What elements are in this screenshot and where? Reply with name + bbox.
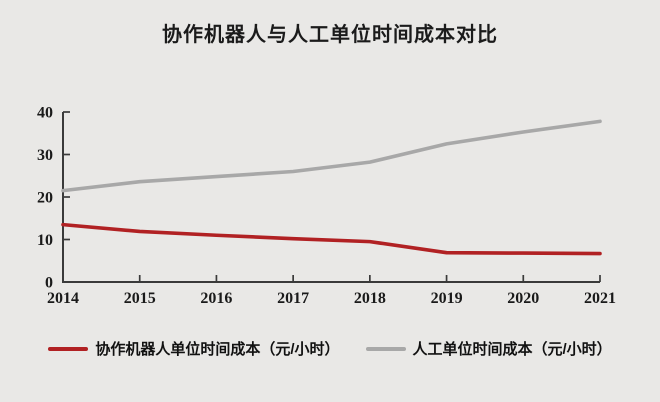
svg-text:40: 40 xyxy=(37,105,53,122)
svg-text:20: 20 xyxy=(37,190,53,207)
legend-label-labor: 人工单位时间成本（元/小时） xyxy=(412,341,612,358)
svg-text:2018: 2018 xyxy=(354,290,386,307)
legend-swatch-labor-line xyxy=(365,346,406,351)
chart-legend: 协作机器人单位时间成本（元/小时） 人工单位时间成本（元/小时） xyxy=(0,338,660,359)
legend-item-labor: 人工单位时间成本（元/小时） xyxy=(365,338,612,359)
svg-text:10: 10 xyxy=(37,232,53,249)
svg-text:2020: 2020 xyxy=(507,290,539,307)
chart-title: 协作机器人与人工单位时间成本对比 xyxy=(162,24,498,46)
svg-text:2017: 2017 xyxy=(277,290,309,307)
legend-swatch-robot-line xyxy=(48,346,89,351)
svg-text:30: 30 xyxy=(37,147,53,164)
legend-label-robot: 协作机器人单位时间成本（元/小时） xyxy=(95,341,340,358)
svg-text:2016: 2016 xyxy=(200,290,232,307)
svg-text:2019: 2019 xyxy=(431,290,463,307)
svg-text:0: 0 xyxy=(45,275,53,292)
svg-text:2014: 2014 xyxy=(47,290,79,307)
svg-text:2015: 2015 xyxy=(124,290,156,307)
svg-text:2021: 2021 xyxy=(584,290,616,307)
legend-item-robot: 协作机器人单位时间成本（元/小时） xyxy=(48,338,340,359)
